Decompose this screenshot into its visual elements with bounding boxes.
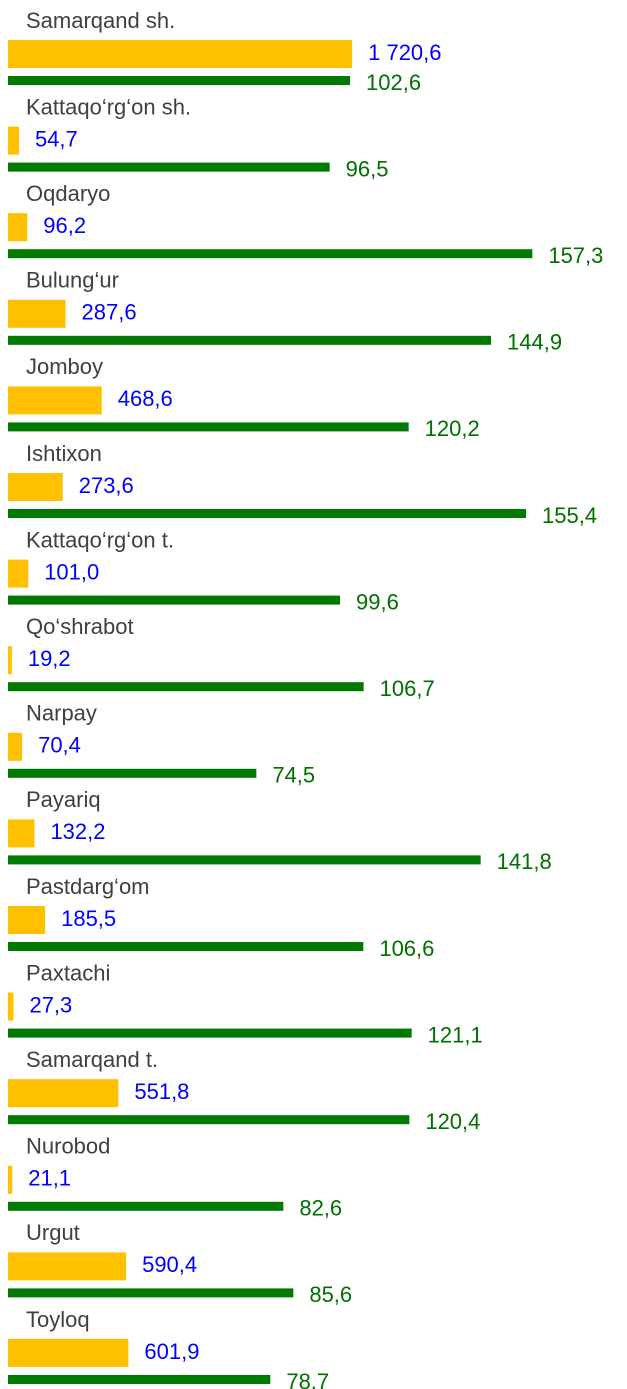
value-label: 185,5: [61, 906, 116, 931]
category-label: Paxtachi: [26, 960, 110, 985]
category-label: Qo‘shrabot: [26, 614, 134, 639]
bar: [8, 335, 491, 345]
bar: [8, 76, 350, 85]
bar: [8, 1288, 294, 1298]
bar: [8, 732, 23, 761]
category-label: Kattaqo‘rg‘on sh.: [26, 94, 191, 119]
bar: [8, 249, 533, 259]
value-label: 21,1: [28, 1166, 71, 1191]
bar: [8, 942, 364, 951]
category-label: Jomboy: [26, 354, 103, 379]
value-label: 106,7: [380, 676, 435, 701]
bar: [8, 992, 14, 1021]
value-label: 54,7: [35, 126, 78, 151]
bar: [8, 386, 102, 415]
category-label: Samarqand t.: [26, 1047, 158, 1072]
value-label: 96,5: [346, 156, 389, 181]
value-label: 273,6: [79, 473, 134, 498]
category-label: Samarqand sh.: [26, 8, 175, 33]
value-label: 70,4: [38, 733, 81, 758]
category-label: Narpay: [26, 701, 97, 726]
category-label: Ishtixon: [26, 441, 102, 466]
value-label: 19,2: [28, 646, 71, 671]
bar: [8, 1115, 410, 1125]
category-label: Pastdarg‘om: [26, 874, 150, 899]
bar: [8, 906, 46, 934]
value-label: 74,5: [272, 763, 315, 788]
bar: [8, 162, 330, 172]
value-label: 157,3: [548, 243, 603, 268]
value-label: 27,3: [29, 992, 72, 1017]
category-label: Nurobod: [26, 1134, 110, 1159]
value-label: 601,9: [144, 1339, 199, 1364]
bar: [8, 1165, 13, 1194]
category-label: Payariq: [26, 787, 101, 812]
category-label: Toyloq: [26, 1307, 90, 1332]
category-label: Urgut: [26, 1220, 80, 1245]
bar: [8, 1375, 271, 1384]
value-label: 141,8: [497, 849, 552, 874]
bar: [8, 509, 526, 518]
bar: [8, 1079, 119, 1108]
bar: [8, 819, 35, 848]
bar: [8, 1339, 129, 1367]
value-label: 551,8: [134, 1079, 189, 1104]
bar: [8, 213, 28, 242]
bar: [8, 855, 481, 865]
value-label: 78,7: [286, 1369, 329, 1389]
bar: [8, 40, 353, 68]
value-label: 121,1: [428, 1022, 483, 1047]
value-label: 132,2: [50, 819, 105, 844]
value-label: 101,0: [44, 559, 99, 584]
value-label: 155,4: [542, 503, 597, 528]
category-label: Bulung‘ur: [26, 268, 119, 293]
value-label: 96,2: [43, 213, 86, 238]
value-label: 85,6: [309, 1282, 352, 1307]
value-label: 102,6: [366, 70, 421, 95]
value-label: 82,6: [299, 1196, 342, 1221]
category-label: Kattaqo‘rg‘on t.: [26, 527, 174, 552]
value-label: 106,6: [379, 936, 434, 961]
bar: [8, 646, 12, 675]
value-label: 120,2: [425, 416, 480, 441]
bar: [8, 682, 364, 692]
value-label: 1 720,6: [368, 40, 441, 65]
bar: [8, 1028, 412, 1038]
bar: [8, 126, 19, 155]
bar: [8, 1252, 127, 1281]
bar: [8, 473, 63, 501]
value-label: 144,9: [507, 330, 562, 355]
value-label: 120,4: [425, 1109, 480, 1134]
bar: [8, 1201, 284, 1211]
bar: [8, 422, 409, 432]
category-label: Oqdaryo: [26, 181, 110, 206]
value-label: 468,6: [118, 386, 173, 411]
bar: [8, 595, 340, 605]
value-label: 287,6: [82, 300, 137, 325]
bar: [8, 559, 29, 588]
bar: [8, 768, 257, 778]
bar: [8, 299, 66, 328]
value-label: 590,4: [142, 1252, 197, 1277]
value-label: 99,6: [356, 589, 399, 614]
